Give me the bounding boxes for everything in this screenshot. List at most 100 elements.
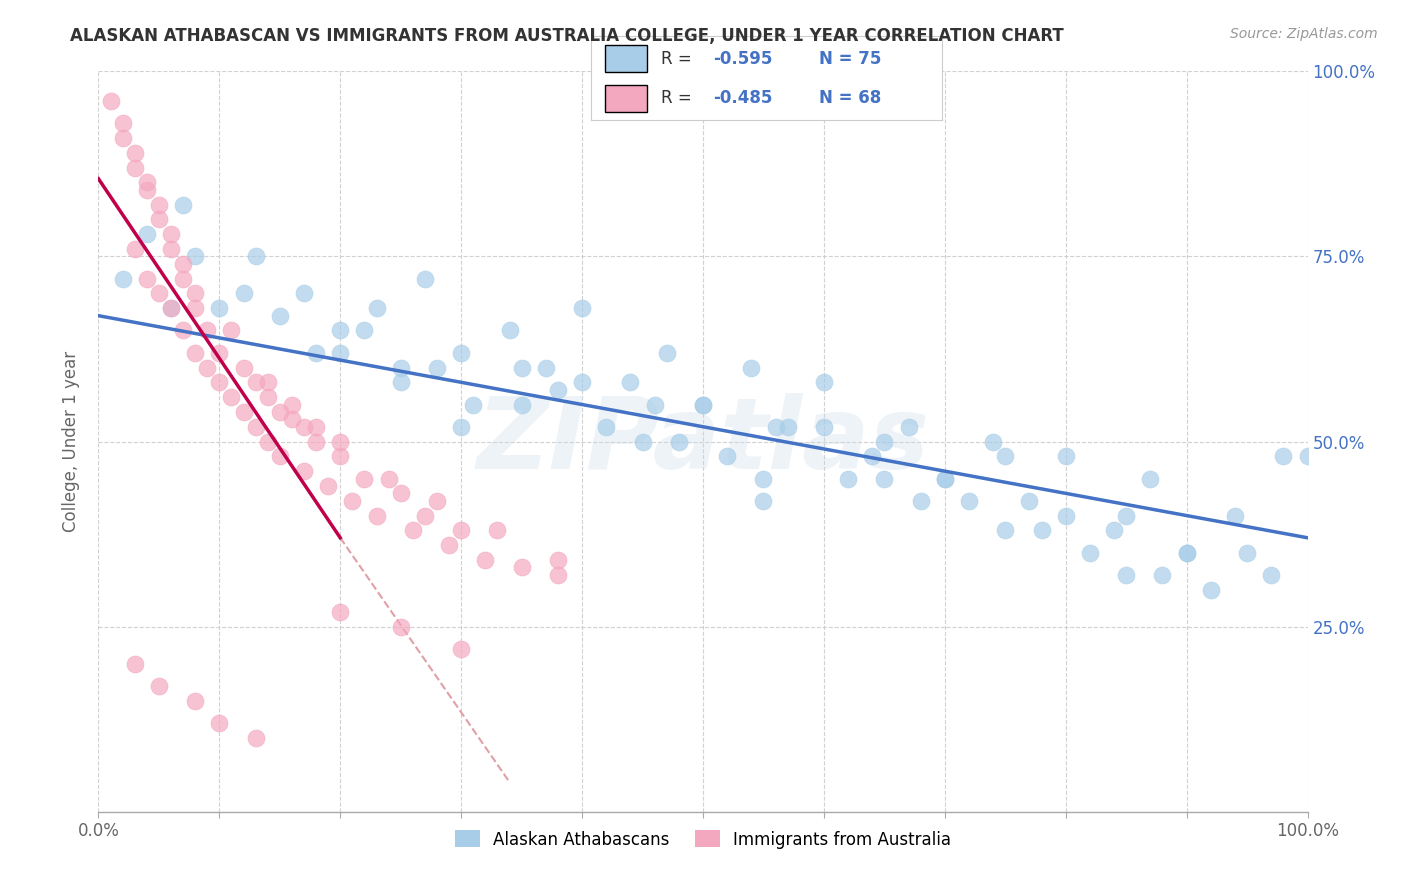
Point (1054, 508, 1077, 523)
Point (498, 324, 520, 338)
Point (208, 301, 231, 316)
Point (716, 450, 738, 464)
Point (329, 434, 352, 449)
Point (208, 715, 231, 730)
Point (292, 464, 315, 478)
Point (221, 390, 243, 404)
Point (692, 398, 714, 412)
Text: N = 68: N = 68 (818, 89, 882, 107)
Point (184, 250, 207, 264)
Point (1272, 450, 1295, 464)
Point (184, 301, 207, 316)
Point (547, 383, 569, 397)
Text: -0.485: -0.485 (713, 89, 773, 107)
Point (1054, 450, 1077, 464)
Point (1175, 546, 1198, 560)
Point (934, 471, 956, 485)
Point (148, 679, 170, 693)
Point (281, 398, 304, 412)
Point (195, 324, 218, 338)
Point (281, 412, 304, 426)
Point (135, 271, 157, 285)
Point (426, 493, 449, 508)
Point (245, 250, 267, 264)
Point (450, 419, 472, 434)
Point (269, 450, 291, 464)
Point (765, 419, 787, 434)
Point (160, 301, 183, 316)
Point (124, 242, 146, 256)
Point (873, 471, 896, 485)
Point (389, 486, 412, 500)
Point (208, 345, 231, 359)
Point (124, 161, 146, 175)
Point (437, 538, 460, 552)
Point (752, 493, 775, 508)
Point (981, 434, 1004, 449)
Point (644, 398, 666, 412)
Point (1102, 524, 1125, 538)
Point (413, 508, 436, 523)
Point (426, 360, 449, 375)
Point (172, 257, 194, 271)
Point (184, 286, 207, 301)
Point (776, 419, 799, 434)
Point (111, 116, 134, 130)
Point (994, 524, 1017, 538)
Point (934, 471, 956, 485)
Point (837, 471, 859, 485)
Point (124, 145, 146, 160)
Point (994, 450, 1017, 464)
Point (692, 398, 714, 412)
Point (813, 376, 835, 390)
Point (100, 94, 122, 108)
Point (463, 398, 485, 412)
Point (160, 242, 183, 256)
Point (619, 376, 641, 390)
Point (256, 376, 278, 390)
Point (269, 405, 291, 419)
Point (148, 197, 170, 211)
Point (1018, 493, 1040, 508)
Point (860, 450, 883, 464)
Point (160, 301, 183, 316)
Point (111, 271, 134, 285)
Text: ALASKAN ATHABASCAN VS IMMIGRANTS FROM AUSTRALIA COLLEGE, UNDER 1 YEAR CORRELATIO: ALASKAN ATHABASCAN VS IMMIGRANTS FROM AU… (70, 27, 1064, 45)
Point (269, 309, 291, 323)
Point (135, 227, 157, 242)
Point (172, 197, 194, 211)
Point (184, 345, 207, 359)
Point (631, 434, 654, 449)
Point (377, 471, 399, 485)
Point (571, 301, 593, 316)
Point (148, 286, 170, 301)
Point (195, 360, 218, 375)
Point (510, 360, 533, 375)
Point (329, 605, 352, 619)
Point (402, 524, 425, 538)
Point (450, 345, 472, 359)
Text: R =: R = (661, 89, 697, 107)
Point (547, 567, 569, 582)
Point (389, 360, 412, 375)
Point (655, 345, 678, 359)
Point (740, 360, 762, 375)
Point (486, 524, 509, 538)
Y-axis label: College, Under 1 year: College, Under 1 year (62, 351, 80, 533)
Point (329, 345, 352, 359)
Point (1296, 450, 1319, 464)
Point (245, 419, 267, 434)
Point (474, 553, 496, 567)
Point (256, 390, 278, 404)
Point (316, 479, 339, 493)
Point (172, 271, 194, 285)
Point (124, 657, 146, 671)
Point (305, 434, 328, 449)
Point (232, 360, 254, 375)
Point (1152, 567, 1174, 582)
Point (329, 324, 352, 338)
Point (353, 324, 375, 338)
Point (135, 183, 157, 197)
Point (221, 324, 243, 338)
FancyBboxPatch shape (605, 45, 647, 72)
